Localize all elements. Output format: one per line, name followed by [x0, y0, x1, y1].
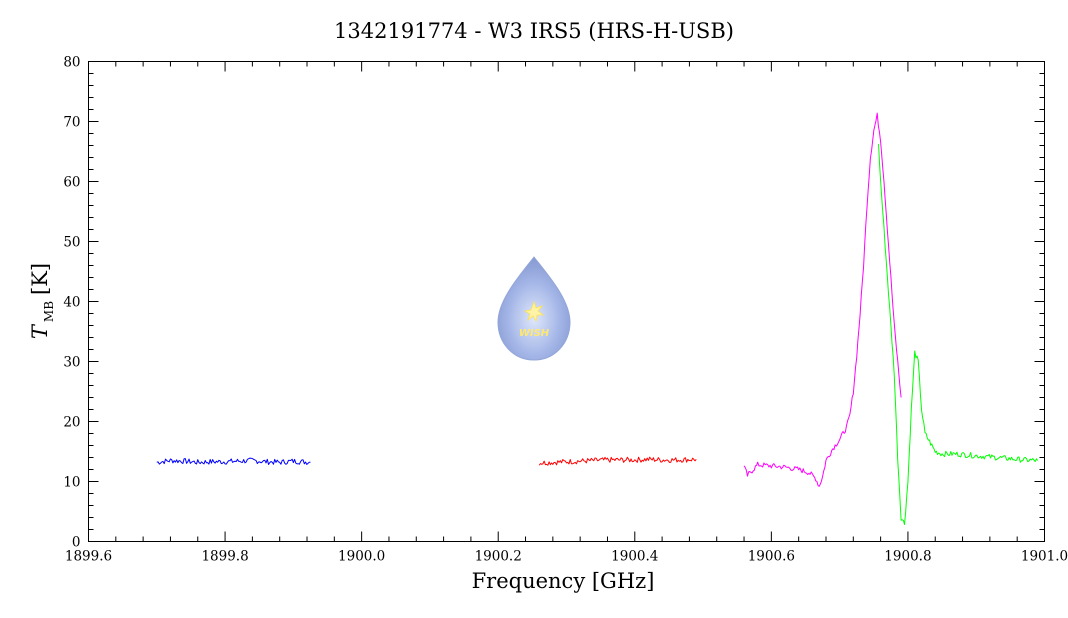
y-tick-label: 10	[63, 475, 80, 491]
data-series	[156, 112, 1039, 525]
y-axis-label-main: T	[28, 323, 52, 339]
y-tick-label: 80	[63, 55, 80, 71]
wish-star-icon	[523, 300, 545, 323]
x-tick-label: 1900.2	[475, 549, 522, 565]
x-tick-label: 1900.6	[748, 549, 795, 565]
x-tick-label: 1899.6	[65, 549, 112, 565]
x-tick-label: 1899.8	[201, 549, 248, 565]
y-tick-label: 40	[63, 295, 80, 311]
series-line-3	[743, 112, 902, 487]
svg-text:TMB[K]: TMB [K]	[28, 263, 56, 339]
y-tick-label: 60	[63, 175, 80, 191]
x-tick-label: 1900.8	[884, 549, 931, 565]
series-line-1	[156, 457, 311, 465]
y-tick-label: 20	[63, 415, 80, 431]
tick-labels: 1899.6 1899.8 1900.0 1900.2 1900.4 1900.6 1900…	[63, 55, 1068, 565]
y-axis-label-unit: [K]	[28, 263, 52, 295]
series-line-4	[878, 143, 1039, 525]
y-axis-label: TMB [K]	[28, 263, 56, 339]
wish-logo: WISH	[497, 256, 571, 361]
chart-title: 1342191774 - W3 IRS5 (HRS-H-USB)	[334, 19, 734, 43]
y-tick-label: 0	[72, 535, 81, 551]
y-tick-label: 70	[63, 115, 80, 131]
plot-frame	[88, 61, 1045, 542]
x-tick-label: 1901.0	[1021, 549, 1068, 565]
series-line-2	[538, 456, 697, 466]
wish-logo-text: WISH	[519, 328, 550, 339]
y-tick-label: 50	[63, 235, 80, 251]
x-axis-label: Frequency [GHz]	[472, 569, 655, 593]
axis-ticks	[88, 61, 1045, 542]
y-axis-label-sub: MB	[42, 301, 56, 322]
x-tick-label: 1900.0	[338, 549, 385, 565]
x-tick-label: 1900.4	[611, 549, 658, 565]
y-tick-label: 30	[63, 355, 80, 371]
